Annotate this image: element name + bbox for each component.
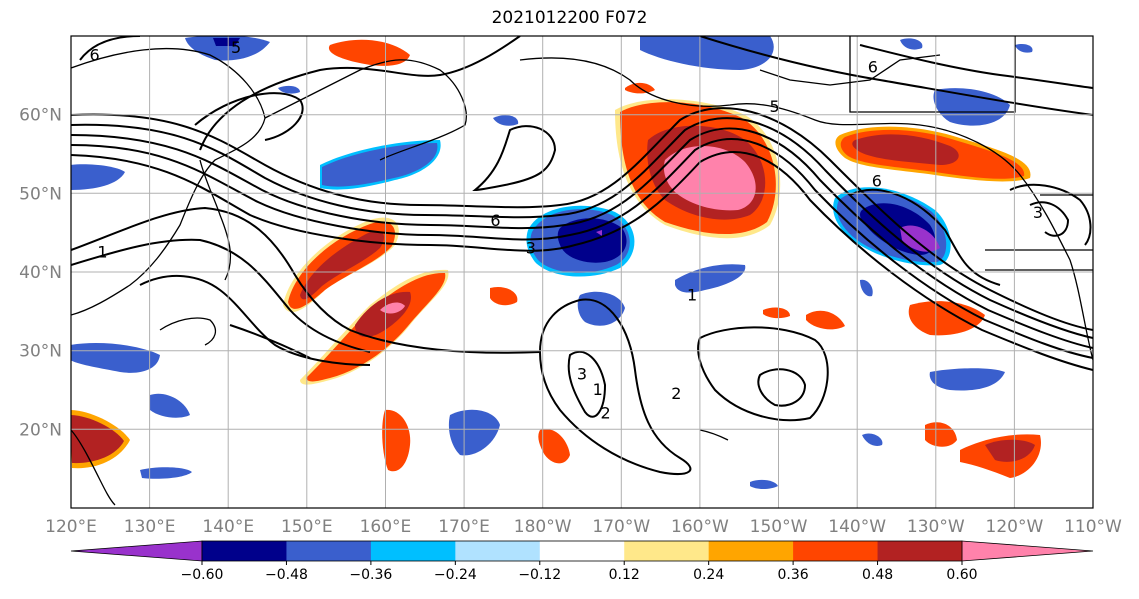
contour-label: 1	[593, 380, 603, 399]
colorbar-tick-label: 0.48	[862, 567, 893, 583]
lat-tick-label: 50°N	[19, 184, 62, 204]
longitude-tick-labels: 120°E 130°E 140°E 150°E 160°E 170°E 180°W 170°W…	[45, 517, 1122, 537]
colorbar-tick-label: −0.36	[349, 567, 392, 583]
gridlines	[71, 36, 1093, 508]
colorbar-tick-label: 0.36	[778, 567, 809, 583]
colorbar-tick-label: −0.24	[434, 567, 477, 583]
lon-tick-label: 110°W	[1064, 517, 1122, 537]
colorbar-tick-label: 0.60	[946, 567, 977, 583]
colorbar-segment	[286, 541, 372, 561]
lat-tick-label: 20°N	[19, 420, 62, 440]
contour-label: 1	[97, 242, 107, 261]
lon-tick-label: 170°E	[438, 517, 490, 537]
contour-label: 3	[577, 364, 587, 383]
map-title: 2021012200 F072	[491, 8, 648, 28]
lon-tick-label: 120°W	[986, 517, 1044, 537]
lon-tick-label: 160°W	[671, 517, 729, 537]
colorbar-tick-label: −0.48	[265, 567, 308, 583]
colorbar-segment	[793, 541, 879, 561]
positive-anomaly-small	[71, 39, 1041, 478]
contour-label: 3	[526, 238, 536, 257]
colorbar-segment	[708, 541, 794, 561]
contour-label: 6	[89, 46, 99, 65]
lat-tick-label: 60°N	[19, 106, 62, 126]
lon-tick-label: 130°E	[124, 517, 176, 537]
latitude-tick-labels: 20°N 30°N 40°N 50°N 60°N	[19, 106, 62, 441]
contour-label: 3	[1033, 203, 1043, 222]
colorbar-tick-label: 0.12	[609, 567, 640, 583]
lat-tick-label: 40°N	[19, 263, 62, 283]
contour-label: 2	[671, 384, 681, 403]
colorbar-extend-min	[70, 540, 203, 562]
lon-tick-label: 150°E	[281, 517, 333, 537]
colorbar-frame	[201, 540, 963, 562]
contour-label: 5	[770, 97, 780, 116]
colorbar-extend-max	[961, 540, 1094, 562]
colorbar-tick-label: 0.24	[693, 567, 724, 583]
lon-tick-label: 130°W	[907, 517, 965, 537]
colorbar-tick-label: −0.12	[518, 567, 561, 583]
lon-tick-label: 140°E	[202, 517, 254, 537]
lat-tick-label: 30°N	[19, 342, 62, 362]
contour-label: 5	[231, 38, 241, 57]
lon-tick-label: 150°W	[750, 517, 808, 537]
lon-tick-label: 160°E	[360, 517, 412, 537]
positive-anomaly-bc-coast	[835, 126, 1031, 182]
contour-label: 1	[687, 286, 697, 305]
negative-anomaly-small	[71, 36, 1033, 489]
colorbar-segment	[202, 541, 287, 561]
colorbar-segment	[455, 541, 541, 561]
contour-label: 6	[868, 57, 878, 76]
colorbar-segment	[624, 541, 710, 561]
contour-label: 2	[600, 404, 610, 423]
colorbar-segment	[539, 541, 625, 561]
lon-tick-label: 140°W	[828, 517, 886, 537]
colorbar-segment	[370, 541, 456, 561]
lon-tick-label: 120°E	[45, 517, 97, 537]
lon-tick-label: 180°W	[514, 517, 572, 537]
colorbar: −0.60 −0.48 −0.36 −0.24 −0.12 0.12 0.24 0.36 0.4…	[70, 540, 1094, 583]
contour-label: 6	[872, 172, 882, 191]
colorbar-segment	[877, 541, 963, 561]
lon-tick-label: 170°W	[592, 517, 650, 537]
colorbar-tick-label: −0.60	[181, 567, 224, 583]
contour-label: 6	[490, 211, 500, 230]
map-frame	[70, 35, 1094, 509]
